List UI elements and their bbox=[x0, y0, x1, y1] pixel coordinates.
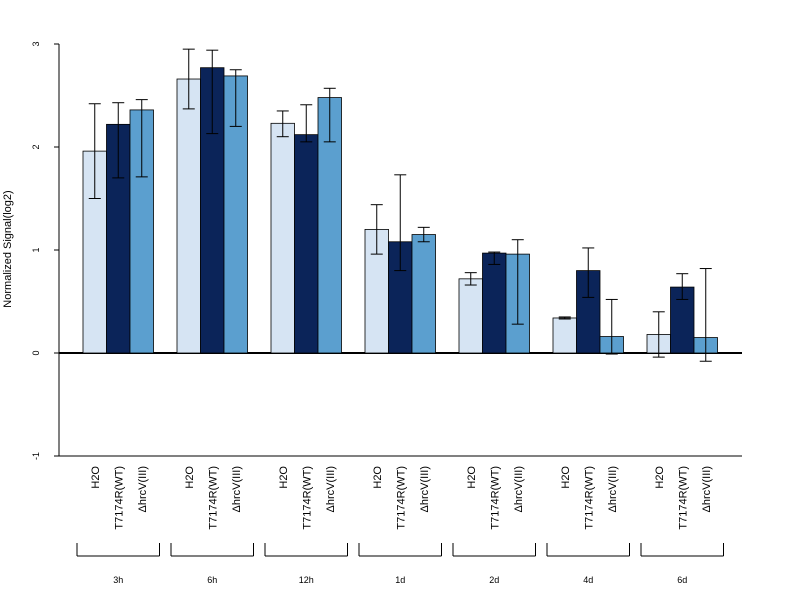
bar-label: H2O bbox=[90, 466, 102, 489]
group-label: 1d bbox=[395, 575, 405, 585]
y-axis-title: Normalized Signal(log2) bbox=[2, 190, 14, 307]
bars-layer bbox=[82, 67, 718, 354]
bar-label: T7174R(WT) bbox=[395, 466, 407, 530]
bar-label: T7174R(WT) bbox=[677, 466, 689, 530]
labels-layer: H2O T7174R(WT) ΔhrcV(III) 3h H2O T7174R(WT) Δh… bbox=[76, 466, 724, 585]
y-tick-label: 1 bbox=[31, 247, 41, 252]
bar-label: H2O bbox=[278, 466, 290, 489]
bar-label: T7174R(WT) bbox=[489, 466, 501, 530]
group-label: 4d bbox=[583, 575, 593, 585]
bar bbox=[552, 317, 577, 354]
y-tick-label: 2 bbox=[31, 144, 41, 149]
y-tick-label: 0 bbox=[31, 350, 41, 355]
group-label: 3h bbox=[113, 575, 123, 585]
group-label: 12h bbox=[299, 575, 314, 585]
bar-label: H2O bbox=[654, 466, 666, 489]
bar-label: T7174R(WT) bbox=[301, 466, 313, 530]
bar-label: ΔhrcV(III) bbox=[419, 466, 431, 512]
error-bars-layer bbox=[88, 48, 712, 362]
bar-label: ΔhrcV(III) bbox=[231, 466, 243, 512]
bar bbox=[458, 278, 483, 354]
bar bbox=[294, 134, 319, 354]
group-label: 6h bbox=[207, 575, 217, 585]
bar-label: ΔhrcV(III) bbox=[701, 466, 713, 512]
bar-label: ΔhrcV(III) bbox=[137, 466, 149, 512]
bar bbox=[270, 122, 295, 354]
bar-label: H2O bbox=[560, 466, 572, 489]
bar-label: T7174R(WT) bbox=[113, 466, 125, 530]
bar bbox=[176, 78, 201, 354]
y-tick-label: -1 bbox=[31, 452, 41, 460]
bar-label: H2O bbox=[184, 466, 196, 489]
bar-label: ΔhrcV(III) bbox=[325, 466, 337, 512]
bar-label: ΔhrcV(III) bbox=[607, 466, 619, 512]
group-label: 2d bbox=[489, 575, 499, 585]
bar-label: T7174R(WT) bbox=[583, 466, 595, 530]
group-label: 6d bbox=[677, 575, 687, 585]
bar-label: T7174R(WT) bbox=[207, 466, 219, 530]
bar-label: H2O bbox=[372, 466, 384, 489]
y-tick-label: 3 bbox=[31, 41, 41, 46]
bar-label: H2O bbox=[466, 466, 478, 489]
bar bbox=[482, 252, 507, 354]
bar bbox=[411, 234, 436, 354]
bar-label: ΔhrcV(III) bbox=[513, 466, 525, 512]
